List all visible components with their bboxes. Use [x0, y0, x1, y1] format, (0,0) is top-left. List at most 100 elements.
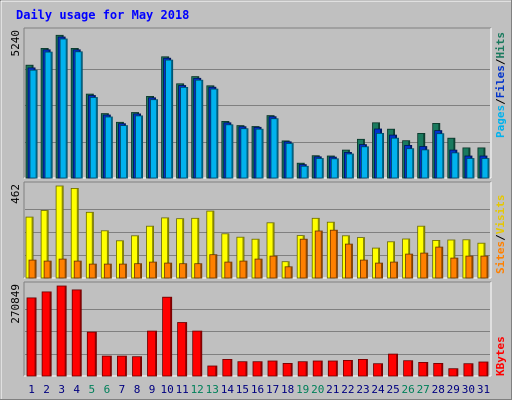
x-tick-label: 8 — [134, 383, 141, 396]
bar-sites-day-22 — [344, 243, 353, 279]
bar-shade — [471, 256, 473, 278]
bar-shade — [320, 361, 323, 376]
bar-shade — [366, 359, 368, 376]
bar-shade — [185, 263, 187, 278]
bar-shade — [393, 241, 395, 278]
bar-shade — [335, 230, 338, 278]
bar-shade — [230, 262, 232, 278]
bar-shade — [290, 266, 293, 278]
bar-shade — [94, 264, 97, 278]
bar-shade — [170, 297, 172, 376]
x-tick-label: 15 — [236, 383, 249, 396]
chart-panels: 5240Pages/Files/Hits462Sites/Visits27084… — [9, 27, 507, 377]
bar-shade — [397, 138, 399, 178]
bar-shade — [186, 87, 188, 178]
bar-shade — [231, 124, 233, 178]
bar-shade — [396, 262, 398, 278]
bar-shade — [457, 152, 459, 178]
x-tick-label: 16 — [251, 383, 264, 396]
bar-shade — [141, 115, 143, 178]
bar-shade — [216, 89, 218, 178]
bar-shade — [366, 260, 368, 278]
bar-kbytes-day-10 — [162, 296, 173, 377]
x-tick-label: 3 — [58, 383, 65, 396]
bar-shade — [95, 97, 98, 178]
x-axis-labels: 1 2 3 4 5 6 7 8 9 10 11 12 13 14 15 16 17 18 19 20 21 22 23 24 2… — [28, 383, 490, 396]
bar-pages-day-27 — [421, 149, 430, 179]
x-tick-label: 7 — [119, 383, 126, 396]
legend-middle: Sites/Visits — [494, 195, 507, 275]
bar-shade — [35, 70, 38, 178]
x-tick-label: 14 — [221, 383, 235, 396]
bar-pages-day-2 — [44, 51, 53, 179]
bar-kbytes-day-19 — [297, 361, 308, 377]
bar-shade — [200, 331, 202, 376]
bar-pages-day-5 — [89, 97, 98, 179]
bar-shade — [305, 361, 308, 376]
bar-sites-day-5 — [88, 263, 97, 279]
bar-shade — [260, 361, 262, 376]
bar-shade — [363, 237, 365, 278]
bar-shade — [291, 143, 294, 178]
x-tick-label: 29 — [447, 383, 460, 396]
series-kbytes — [26, 285, 489, 377]
bar-shade — [423, 226, 425, 278]
legend-entry: Pages — [494, 105, 507, 138]
legend-bottom: KBytes — [494, 336, 507, 376]
x-tick-label: 2 — [43, 383, 50, 396]
bar-pages-day-30 — [466, 158, 475, 179]
bar-shade — [411, 254, 413, 278]
x-tick-label: 13 — [206, 383, 219, 396]
panel-2: 462 Sites/Visits — [9, 181, 507, 279]
x-tick-label: 12 — [191, 383, 204, 396]
bar-kbytes-day-2 — [41, 291, 52, 377]
bar-sites-day-10 — [164, 262, 173, 279]
bar-shade — [65, 39, 68, 178]
bar-shade — [197, 218, 199, 278]
bar-pages-day-14 — [225, 124, 234, 179]
bar-shade — [272, 222, 275, 278]
bar-shade — [50, 52, 53, 178]
bar-sites-day-24 — [375, 262, 383, 279]
bar-sites-day-16 — [254, 258, 263, 279]
bar-kbytes-day-14 — [222, 358, 233, 377]
bar-pages-day-20 — [315, 158, 324, 179]
bar-shade — [411, 360, 413, 376]
x-tick-label: 27 — [417, 383, 430, 396]
legend-entry: Hits — [494, 32, 507, 59]
bar-shade — [441, 363, 443, 376]
bar-shade — [106, 230, 109, 278]
bar-shade — [260, 259, 262, 278]
bar-pages-day-19 — [300, 165, 309, 179]
legend-entry: Files — [494, 65, 507, 98]
bar-shade — [486, 362, 488, 376]
x-tick-label: 21 — [326, 383, 339, 396]
x-tick-label: 26 — [401, 383, 414, 396]
bar-pages-day-13 — [210, 88, 219, 179]
bar-kbytes-day-27 — [418, 361, 429, 377]
bar-shade — [140, 356, 142, 376]
bar-shade — [242, 237, 244, 278]
bar-shade — [185, 322, 187, 376]
bar-shade — [230, 359, 232, 376]
legend-entry: / — [494, 98, 507, 105]
bar-shade — [261, 129, 263, 178]
bar-shade — [64, 286, 67, 376]
x-tick-label: 4 — [73, 383, 80, 396]
bar-sites-day-2 — [43, 260, 52, 279]
x-tick-label: 22 — [341, 383, 354, 396]
bar-shade — [182, 218, 184, 278]
bar-shade — [212, 211, 214, 278]
x-tick-label: 11 — [176, 383, 189, 396]
bar-shade — [155, 331, 157, 376]
x-tick-label: 6 — [104, 383, 111, 396]
bar-shade — [79, 261, 82, 278]
bar-shade — [382, 133, 384, 178]
bar-shade — [126, 125, 128, 178]
bar-kbytes-day-8 — [132, 356, 143, 377]
bar-shade — [471, 363, 473, 376]
x-tick-label: 25 — [386, 383, 399, 396]
bar-pages-day-11 — [180, 87, 189, 179]
legend-entry: Sites — [494, 241, 507, 274]
bar-kbytes-day-20 — [312, 360, 323, 377]
